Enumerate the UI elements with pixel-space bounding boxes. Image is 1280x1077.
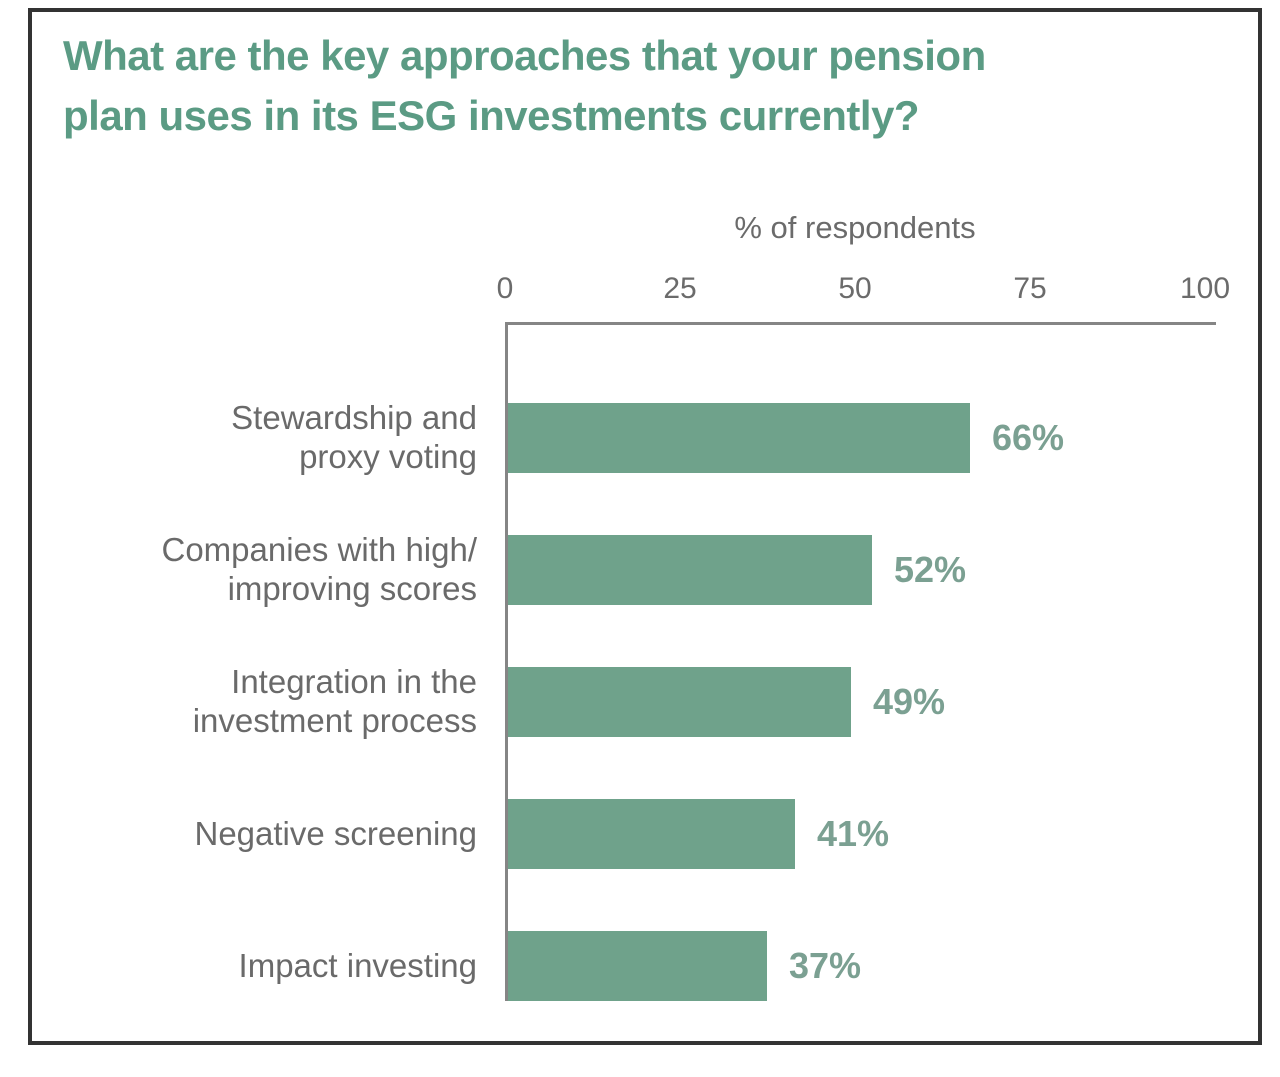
- category-label: Integration in the investment process: [192, 663, 477, 739]
- chart-body: Stewardship and proxy voting Companies wit…: [32, 322, 1258, 1001]
- category-labels: Stewardship and proxy voting Companies wit…: [32, 322, 505, 1001]
- bar-row: 52%: [508, 535, 1208, 605]
- x-axis-tick-label: 100: [1179, 272, 1231, 305]
- bar-value-label: 52%: [894, 549, 967, 590]
- x-axis-tick-label: 25: [663, 272, 697, 305]
- bar-row: 37%: [508, 931, 1208, 1001]
- category-label: Negative screening: [194, 814, 478, 852]
- bar: [508, 799, 795, 869]
- x-axis-tick-label: 50: [838, 272, 872, 305]
- bar-value-label: 49%: [873, 681, 946, 722]
- bar: [508, 535, 872, 605]
- x-axis-title: % of respondents: [734, 210, 976, 245]
- chart-title-line-1: What are the key approaches that your pe…: [63, 32, 986, 79]
- bar-row: 41%: [508, 799, 1208, 869]
- bar: [508, 931, 767, 1001]
- bar-value-label: 66%: [992, 417, 1065, 458]
- category-label: Impact investing: [238, 946, 477, 984]
- bar-value-label: 41%: [817, 813, 890, 854]
- bar: [508, 403, 970, 473]
- chart-title: What are the key approaches that your pe…: [63, 26, 1238, 146]
- chart-title-line-2: plan uses in its ESG investments current…: [63, 92, 920, 139]
- x-axis-ticks: 0 25 50 75 100: [497, 270, 1230, 306]
- x-axis-tick-label: 0: [496, 272, 514, 305]
- category-label: Stewardship and proxy voting: [231, 399, 477, 475]
- bar-row: 66%: [508, 403, 1208, 473]
- x-axis-tick-label: 75: [1013, 272, 1047, 305]
- chart-frame: What are the key approaches that your pe…: [28, 8, 1262, 1045]
- bar-row: 49%: [508, 667, 1208, 737]
- bar: [508, 667, 851, 737]
- category-label: Companies with high/improving scores: [161, 531, 478, 607]
- bar-value-label: 37%: [789, 945, 862, 986]
- plot-area: 66% 52% 49% 41% 37%: [505, 322, 1216, 1001]
